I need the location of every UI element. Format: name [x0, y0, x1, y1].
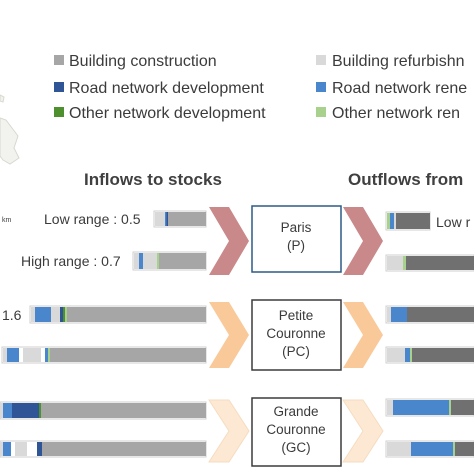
legend-label-other-development: Other network development — [69, 105, 266, 122]
paris-inflow-low-bar — [153, 210, 207, 228]
svg-text:Petite: Petite — [279, 308, 314, 323]
pc-low-range-label: 1.6 — [2, 307, 22, 323]
svg-text:(GC): (GC) — [281, 440, 310, 455]
paris-outflow-low-bar — [385, 211, 431, 231]
legend-swatch-road-development — [54, 82, 64, 92]
svg-text:Grande: Grande — [273, 404, 318, 419]
legend-swatch-building-construction — [54, 55, 64, 65]
legend-label-road-renewal: Road network rene — [332, 80, 467, 97]
legend-label-other-renewal: Other network ren — [332, 105, 460, 122]
pc-inflow-arrow — [209, 302, 249, 368]
legend-swatch-building-refurbishment — [316, 55, 326, 65]
paris-outflow-arrow — [343, 207, 383, 275]
paris-inflow-high-bar — [132, 251, 207, 271]
pc-inflow-high-bar — [1, 346, 207, 364]
gc-inflow-high-bar — [0, 440, 207, 458]
legend-swatch-road-renewal — [316, 82, 326, 92]
paris-low-range-label: Low range : 0.5 — [44, 211, 141, 227]
pc-outflow-low-bar — [385, 305, 474, 324]
svg-text:(P): (P) — [287, 238, 305, 253]
legend-label-road-development: Road network development — [69, 80, 264, 97]
legend: Building construction Building refurbish… — [54, 53, 467, 122]
legend-swatch-other-renewal — [316, 107, 326, 117]
svg-text:Couronne: Couronne — [266, 326, 325, 341]
legend-label-building-construction: Building construction — [69, 53, 217, 70]
region-box-petite-couronne: Petite Couronne (PC) — [251, 299, 342, 371]
pc-inflow-low-bar — [29, 305, 207, 324]
svg-text:Couronne: Couronne — [266, 422, 325, 437]
outflows-header: Outflows from — [348, 170, 463, 189]
legend-swatch-other-development — [54, 107, 64, 117]
gc-outflow-arrow — [342, 399, 384, 463]
svg-text:(PC): (PC) — [282, 344, 310, 359]
paris-inflow-arrow — [209, 207, 249, 275]
map-fragment: km — [0, 94, 20, 224]
pc-outflow-arrow — [343, 302, 383, 368]
legend-label-building-refurbishment: Building refurbishn — [332, 53, 465, 70]
gc-outflow-high-bar — [385, 440, 474, 458]
paris-outflow-low-label: Low r — [436, 214, 471, 230]
gc-inflow-low-bar — [0, 401, 207, 420]
paris-high-range-label: High range : 0.7 — [21, 253, 121, 269]
inflows-header: Inflows to stocks — [84, 170, 222, 189]
gc-inflow-arrow — [208, 399, 250, 463]
gc-outflow-low-bar — [385, 398, 474, 417]
region-box-grande-couronne: Grande Couronne (GC) — [251, 397, 342, 467]
paris-outflow-high-bar — [385, 254, 474, 272]
pc-outflow-high-bar — [385, 346, 474, 364]
svg-text:Paris: Paris — [281, 220, 312, 235]
map-scale-unit: km — [2, 217, 12, 224]
region-box-paris: Paris (P) — [251, 205, 342, 273]
